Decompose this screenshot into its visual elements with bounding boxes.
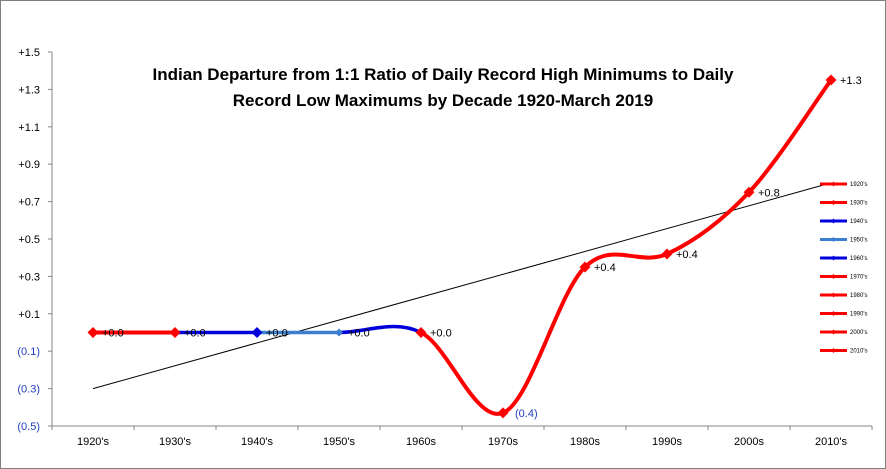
x-axis-ticks: 1920's 1930's 1940's 1950's 1960s 1970s 1980s 1… — [51, 426, 873, 448]
data-label: +0.4 — [676, 249, 698, 261]
data-point-marker — [497, 407, 509, 419]
y-tick-label: +0.7 — [18, 197, 40, 209]
legend-label: 1980's — [850, 293, 868, 299]
legend: 1920's 1930's 1940's 1950's 1960's 1970's 1980… — [820, 181, 868, 355]
series-line-segment — [583, 251, 669, 270]
y-tick-label: +0.3 — [18, 271, 40, 283]
legend-marker — [831, 329, 836, 335]
legend-marker — [831, 311, 836, 316]
data-label: +0.4 — [594, 262, 616, 274]
data-label: +0.0 — [184, 328, 206, 340]
legend-marker — [831, 348, 836, 353]
legend-label: 2000's — [850, 330, 868, 336]
legend-label: 1930's — [850, 201, 868, 207]
legend-label: 1990's — [850, 312, 868, 318]
data-label: +0.0 — [266, 328, 288, 340]
data-point-marker — [743, 186, 755, 198]
x-tick-label: 2000s — [734, 436, 764, 448]
x-tick-label: 1990s — [652, 436, 682, 448]
legend-label: 1970's — [850, 275, 868, 281]
series-line-segment — [501, 265, 587, 415]
x-tick-label: 2010's — [815, 436, 848, 448]
data-point-marker — [169, 327, 181, 338]
chart-title-line-2: Record Low Maximums by Decade 1920-March… — [233, 91, 653, 110]
y-tick-label: +1.3 — [18, 84, 40, 96]
y-tick-label: (0.5) — [17, 421, 40, 433]
data-point-marker — [825, 74, 837, 86]
x-tick-label: 1960s — [406, 436, 436, 448]
series-line-segment — [337, 324, 423, 335]
legend-label: 1940's — [850, 219, 868, 225]
data-point-marker — [87, 327, 99, 338]
data-label: +0.8 — [758, 187, 780, 199]
x-tick-label: 1920's — [77, 436, 110, 448]
series-line-segment — [665, 190, 751, 256]
x-tick-label: 1950's — [323, 436, 356, 448]
trendline-layer — [92, 182, 832, 390]
legend-label: 2010's — [850, 349, 868, 355]
legend-marker — [831, 200, 836, 205]
series-line-segment — [419, 330, 505, 416]
x-tick-label: 1940's — [241, 436, 274, 448]
y-tick-label: +1.1 — [18, 122, 40, 134]
x-tick-label: 1970s — [488, 436, 518, 448]
y-tick-label: +0.9 — [18, 159, 40, 171]
data-label: +0.0 — [348, 328, 370, 340]
legend-marker — [831, 255, 836, 261]
y-axis-ticks: +1.5 +1.3 +1.1 +0.9 +0.7 +0.5 +0.3 +0.1 (0.1) (0.… — [17, 47, 52, 433]
chart-title: Indian Departure from 1:1 Ratio of Daily… — [153, 65, 734, 110]
linear-trendline — [92, 182, 832, 390]
data-point-marker — [579, 261, 591, 273]
y-tick-label: +0.1 — [18, 309, 40, 321]
y-tick-label: (0.1) — [17, 346, 40, 358]
chart-title-line-1: Indian Departure from 1:1 Ratio of Daily… — [153, 65, 734, 84]
y-tick-label: +1.5 — [18, 47, 40, 59]
data-label: +0.0 — [102, 328, 124, 340]
marker-layer — [87, 74, 837, 419]
legend-marker — [831, 181, 836, 187]
data-label-layer: +0.0 +0.0 +0.0 +0.0 +0.0 (0.4) +0.4 +0.4 +0.8 +1.… — [102, 75, 862, 420]
data-label: +1.3 — [840, 75, 862, 87]
data-point-marker — [335, 328, 343, 337]
legend-marker — [831, 218, 836, 224]
x-tick-label: 1980s — [570, 436, 600, 448]
legend-label: 1960's — [850, 256, 868, 262]
legend-marker — [831, 274, 836, 279]
data-point-marker — [251, 327, 263, 338]
data-point-marker — [661, 248, 673, 260]
series-layer — [91, 78, 833, 416]
legend-label: 1920's — [850, 182, 868, 188]
legend-marker — [831, 292, 836, 298]
legend-marker — [831, 237, 836, 242]
data-label: (0.4) — [515, 408, 538, 420]
x-tick-label: 1930's — [159, 436, 192, 448]
y-tick-label: (0.3) — [17, 384, 40, 396]
series-line-segment — [747, 78, 833, 195]
y-tick-label: +0.5 — [18, 234, 40, 246]
data-point-marker — [415, 327, 427, 338]
data-label: +0.0 — [430, 328, 452, 340]
legend-label: 1950's — [850, 238, 868, 244]
